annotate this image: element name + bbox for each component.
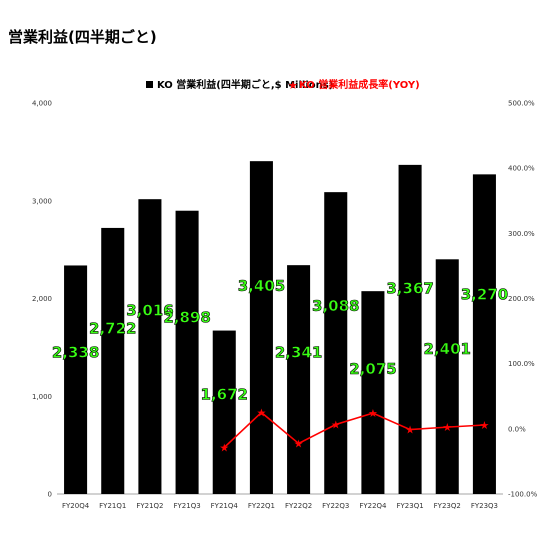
- growth-point-star: ★: [256, 406, 266, 419]
- legend: KO 営業利益(四半期ごと,$ Millions) ★ KO 営業利益成長率(Y…: [146, 78, 420, 92]
- growth-point-star: ★: [331, 419, 341, 432]
- x-tick-label: FY22Q1: [248, 502, 275, 510]
- growth-point-star: ★: [294, 437, 304, 450]
- bar: [324, 192, 348, 494]
- x-tick-label: FY22Q3: [322, 502, 349, 510]
- growth-point-star: ★: [219, 441, 229, 454]
- y-right-tick-label: 200.0%: [508, 295, 535, 303]
- y-left-tick-label: 4,000: [32, 100, 52, 108]
- x-tick-label: FY21Q4: [211, 502, 239, 510]
- y-left-tick-label: 0: [48, 491, 52, 499]
- bar-data-label: 2,898: [163, 309, 210, 327]
- growth-point-star: ★: [405, 424, 415, 437]
- y-right-tick-label: 0.0%: [508, 425, 526, 433]
- bars: [64, 161, 496, 495]
- y-right-tick-label: -100.0%: [508, 491, 538, 499]
- bar-data-label: 3,270: [461, 285, 508, 303]
- x-tick-label: FY23Q2: [434, 502, 461, 510]
- legend-line-star-icon: ★: [288, 79, 298, 92]
- bar-data-label: 3,088: [312, 297, 359, 315]
- y-right-tick-label: 300.0%: [508, 230, 535, 238]
- bar-data-label: 3,016: [126, 301, 173, 319]
- x-tick-label: FY21Q2: [136, 502, 163, 510]
- bar: [64, 265, 88, 494]
- y-left-tick-label: 1,000: [32, 393, 52, 401]
- y-left-tick-label: 3,000: [32, 197, 52, 205]
- y-right-tick-label: 500.0%: [508, 100, 535, 108]
- bar: [435, 259, 459, 494]
- bar-data-label: 2,075: [349, 360, 396, 378]
- x-tick-label: FY23Q1: [396, 502, 423, 510]
- y-left-tick-label: 2,000: [32, 295, 52, 303]
- bar-data-label: 2,722: [89, 320, 136, 338]
- bar: [138, 199, 162, 494]
- bar: [361, 291, 385, 494]
- bar-data-label: 1,672: [201, 385, 248, 403]
- x-tick-label: FY22Q2: [285, 502, 312, 510]
- bar: [249, 161, 273, 494]
- bar-data-label: 2,401: [424, 340, 471, 358]
- x-tick-label: FY21Q3: [173, 502, 200, 510]
- x-tick-label: FY20Q4: [62, 502, 90, 510]
- bar: [212, 330, 236, 494]
- bar-data-label: 2,341: [275, 344, 322, 362]
- x-tick-label: FY23Q3: [471, 502, 498, 510]
- axes: 0 1,000 2,000 3,000 4,000 -100.0% 0.0% 100.0% 20…: [32, 100, 538, 511]
- y-right-tick-label: 100.0%: [508, 360, 535, 368]
- growth-point-star: ★: [442, 421, 452, 434]
- growth-point-star: ★: [479, 419, 489, 432]
- bar-data-label: 3,405: [238, 277, 285, 295]
- x-tick-label: FY22Q4: [359, 502, 387, 510]
- bar-data-label: 3,367: [386, 279, 433, 297]
- bar-data-label: 2,338: [52, 344, 99, 362]
- growth-line: ★ ★ ★ ★ ★ ★ ★ ★: [219, 406, 489, 454]
- legend-line-label: KO 営業利益成長率(YOY): [299, 78, 420, 91]
- bar: [175, 210, 199, 494]
- bar: [472, 174, 496, 495]
- legend-bar-label: KO 営業利益(四半期ごと,$ Millions): [157, 78, 333, 91]
- growth-point-star: ★: [368, 407, 378, 420]
- bar: [101, 227, 125, 494]
- bar: [398, 164, 422, 495]
- y-right-tick-label: 400.0%: [508, 165, 535, 173]
- x-tick-label: FY21Q1: [99, 502, 126, 510]
- legend-bar-swatch: [146, 81, 153, 88]
- growth-line-path: [223, 411, 485, 448]
- bar: [287, 265, 311, 494]
- page-title: 営業利益(四半期ごと): [8, 28, 157, 46]
